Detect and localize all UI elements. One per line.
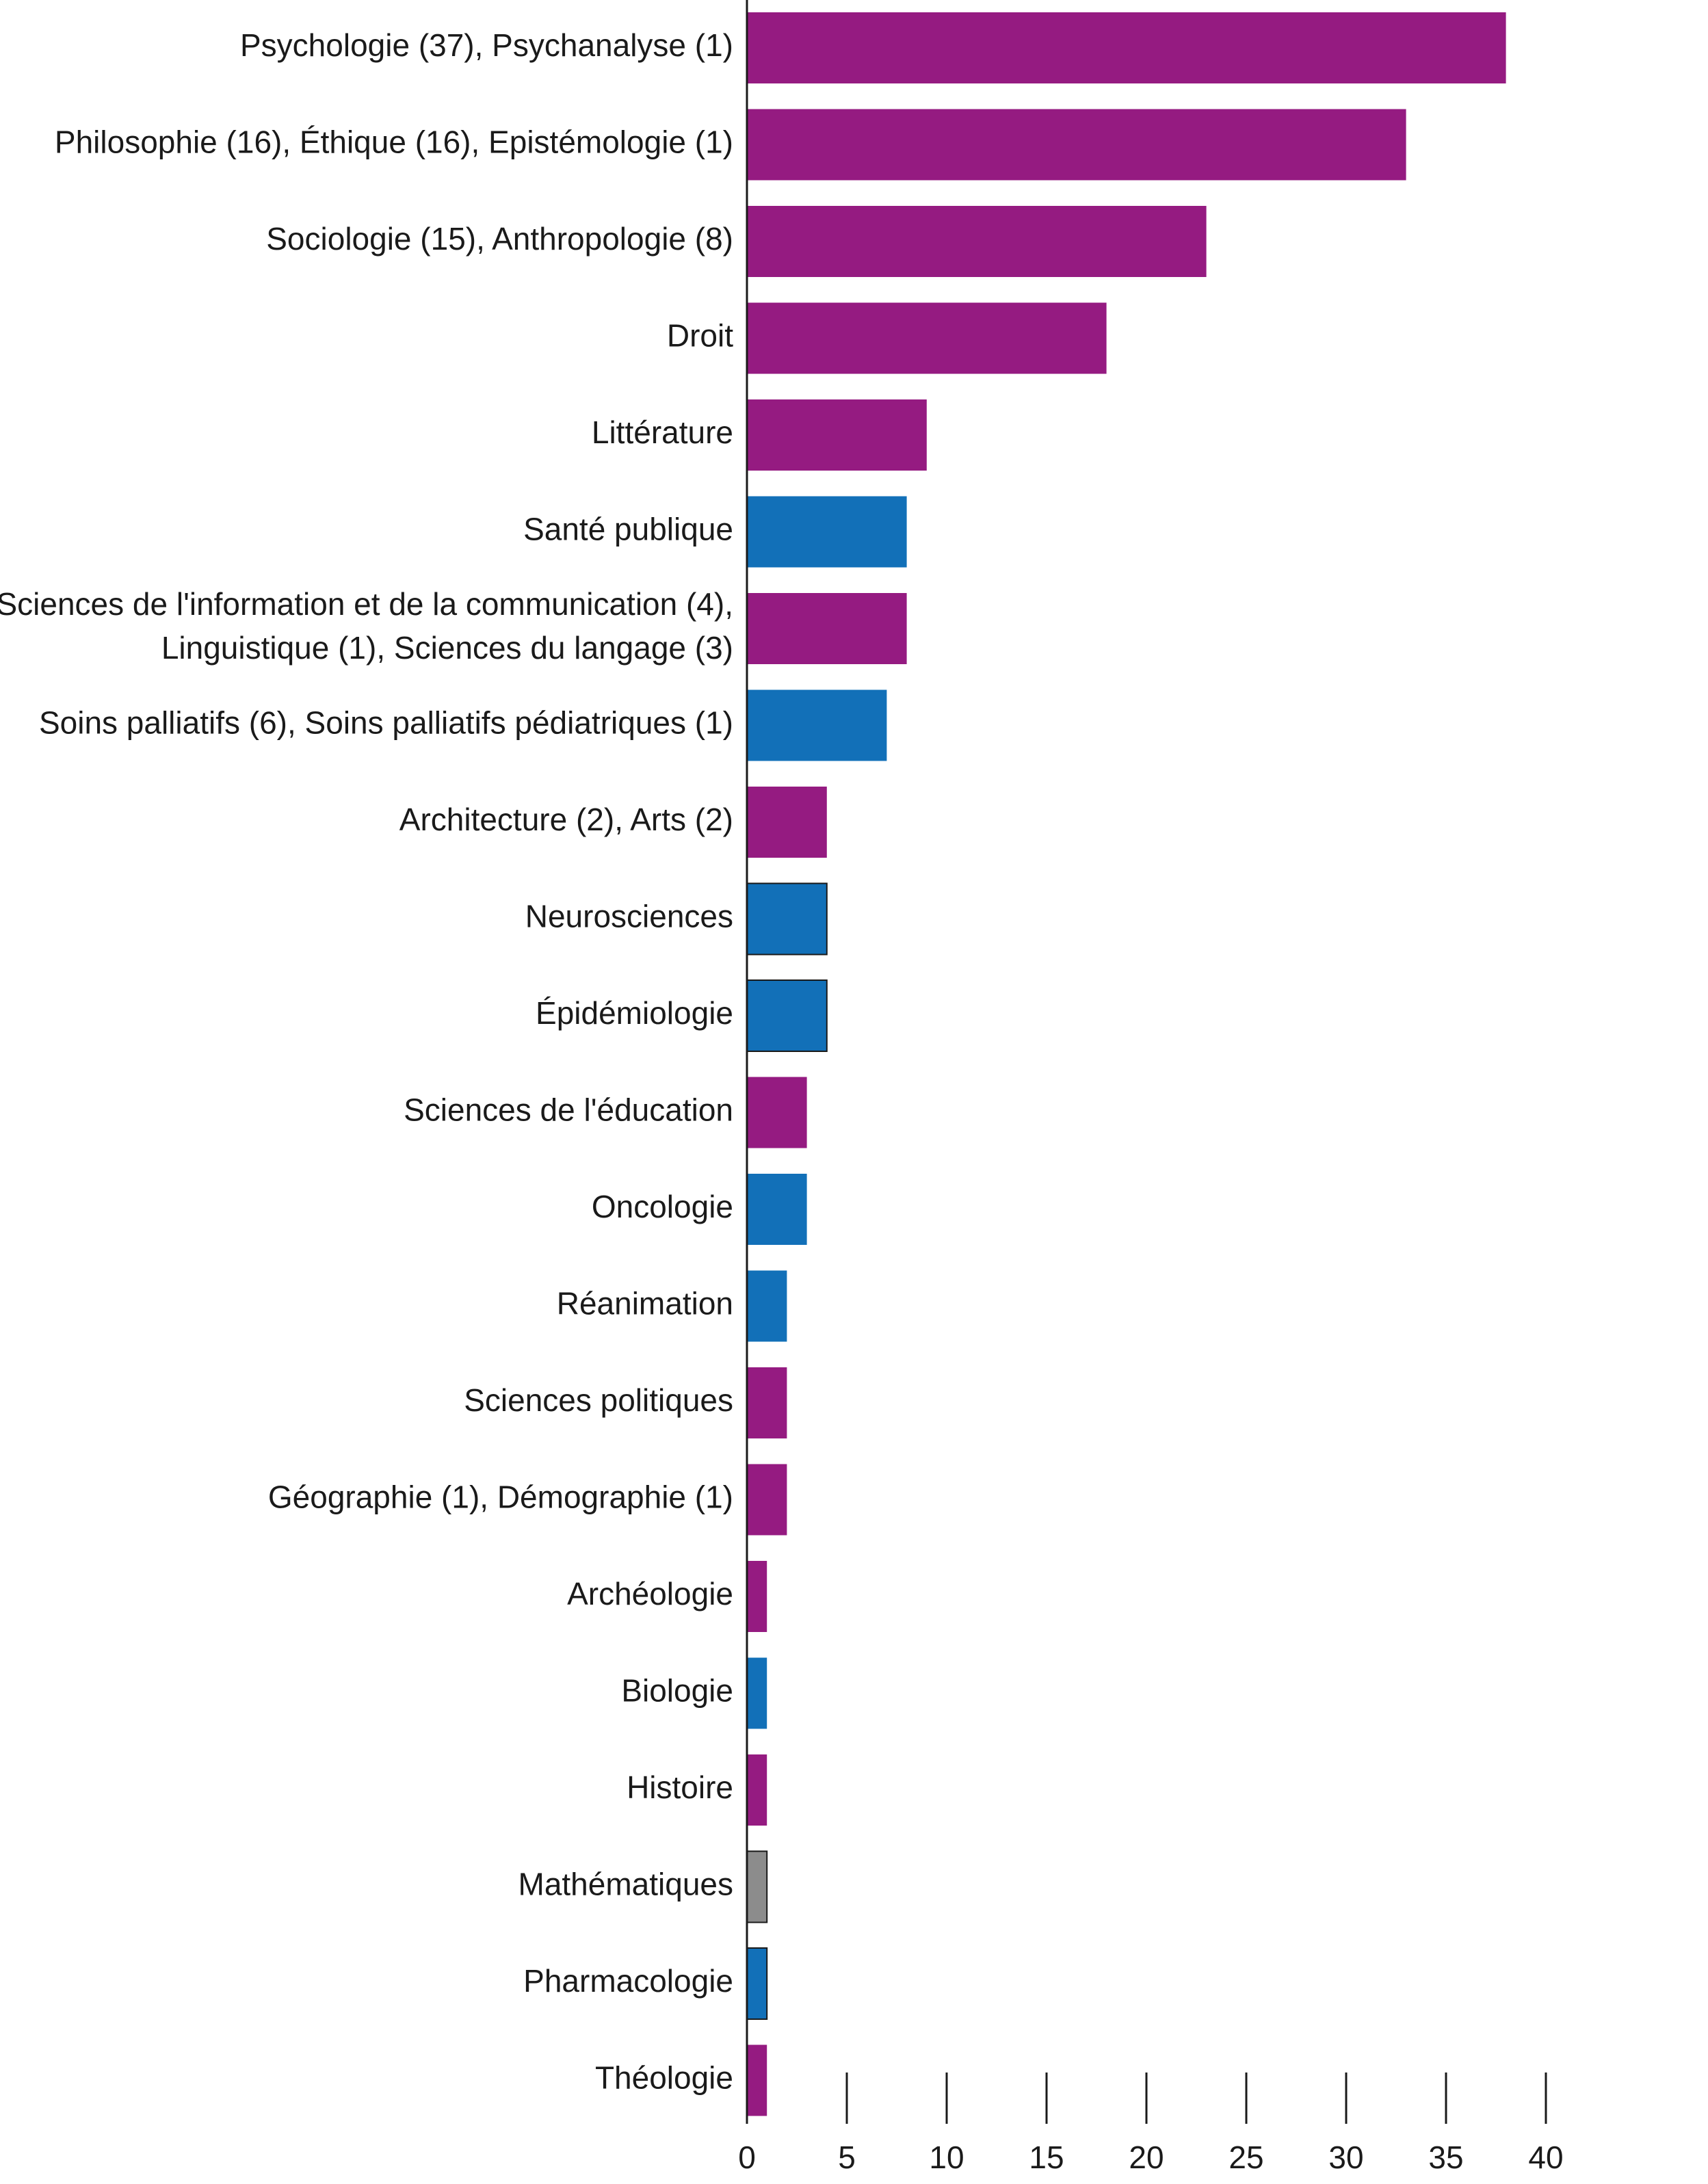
x-tick-label-1: 5 — [838, 2140, 856, 2175]
category-label-17: Biologie — [621, 1673, 733, 1709]
category-label-13: Réanimation — [557, 1286, 733, 1321]
category-label-11: Sciences de l'éducation — [404, 1092, 733, 1128]
bar-2 — [747, 206, 1207, 277]
category-label-line: Histoire — [627, 1769, 733, 1805]
bar-6 — [747, 593, 907, 664]
category-label-line: Linguistique (1), Sciences du langage (3… — [161, 630, 733, 666]
category-label-line: Archéologie — [567, 1576, 733, 1611]
category-label-0: Psychologie (37), Psychanalyse (1) — [240, 27, 733, 63]
category-label-line: Psychologie (37), Psychanalyse (1) — [240, 27, 733, 63]
bar-1 — [747, 109, 1406, 181]
category-label-4: Littérature — [592, 415, 733, 450]
category-label-2: Sociologie (15), Anthropologie (8) — [266, 221, 733, 256]
bar-11 — [747, 1077, 807, 1148]
category-label-12: Oncologie — [592, 1189, 733, 1224]
bar-13 — [747, 1270, 787, 1342]
category-label-16: Archéologie — [567, 1576, 733, 1611]
category-label-20: Pharmacologie — [523, 1963, 733, 1999]
category-label-6: Sciences de l'information et de la commu… — [0, 586, 733, 666]
bar-17 — [747, 1657, 767, 1729]
bar-21 — [747, 2044, 767, 2116]
bar-12 — [747, 1174, 807, 1245]
category-label-line: Épidémiologie — [536, 995, 733, 1031]
x-tick-label-2: 10 — [929, 2140, 964, 2175]
category-label-line: Neurosciences — [525, 899, 733, 934]
category-label-1: Philosophie (16), Éthique (16), Epistémo… — [55, 124, 733, 160]
category-label-21: Théologie — [595, 2060, 733, 2096]
bar-16 — [747, 1561, 767, 1632]
x-tick-label-5: 25 — [1229, 2140, 1263, 2175]
category-label-15: Géographie (1), Démographie (1) — [268, 1479, 733, 1515]
bar-7 — [747, 689, 887, 761]
category-label-14: Sciences politiques — [464, 1382, 733, 1418]
category-label-line: Mathématiques — [518, 1867, 734, 1902]
bar-19 — [746, 1850, 768, 1923]
x-tick-label-3: 15 — [1029, 2140, 1064, 2175]
bar-15 — [747, 1464, 787, 1536]
x-tick-label-4: 20 — [1129, 2140, 1164, 2175]
category-label-line: Sciences de l'éducation — [404, 1092, 733, 1128]
category-label-line: Soins palliatifs (6), Soins palliatifs p… — [39, 705, 733, 741]
category-labels-group: Psychologie (37), Psychanalyse (1) Philos… — [0, 27, 733, 2096]
category-label-line: Oncologie — [592, 1189, 733, 1224]
category-label-5: Santé publique — [523, 512, 733, 547]
bar-4 — [747, 399, 927, 471]
category-label-line: Biologie — [621, 1673, 733, 1709]
category-label-line: Sciences de l'information et de la commu… — [0, 586, 733, 622]
bar-8 — [747, 787, 827, 858]
bar-10 — [746, 979, 828, 1052]
x-tick-label-0: 0 — [738, 2140, 756, 2175]
category-label-line: Littérature — [592, 415, 733, 450]
bar-14 — [747, 1367, 787, 1438]
category-label-line: Sciences politiques — [464, 1382, 733, 1418]
category-label-line: Santé publique — [523, 512, 733, 547]
category-label-line: Théologie — [595, 2060, 733, 2096]
x-tick-label-8: 40 — [1528, 2140, 1563, 2175]
category-label-19: Mathématiques — [518, 1867, 734, 1902]
bar-5 — [747, 496, 907, 568]
bar-9 — [746, 882, 828, 956]
category-label-10: Épidémiologie — [536, 995, 733, 1031]
category-label-line: Pharmacologie — [523, 1963, 733, 1999]
category-label-line: Droit — [667, 318, 733, 354]
category-label-3: Droit — [667, 318, 733, 354]
category-label-line: Sociologie (15), Anthropologie (8) — [266, 221, 733, 256]
bar-0 — [747, 12, 1506, 83]
category-label-9: Neurosciences — [525, 899, 733, 934]
category-label-8: Architecture (2), Arts (2) — [399, 802, 733, 837]
bar-18 — [747, 1754, 767, 1826]
axes-group: 0 5 10 15 20 25 30 35 40 — [738, 0, 1564, 2175]
category-label-line: Réanimation — [557, 1286, 733, 1321]
bar-20 — [746, 1947, 768, 2020]
category-label-line: Géographie (1), Démographie (1) — [268, 1479, 733, 1515]
x-tick-label-7: 35 — [1428, 2140, 1463, 2175]
bars-group — [746, 12, 1506, 2116]
category-label-line: Architecture (2), Arts (2) — [399, 802, 733, 837]
category-label-18: Histoire — [627, 1769, 733, 1805]
bar-3 — [747, 302, 1107, 374]
x-tick-label-6: 30 — [1328, 2140, 1363, 2175]
category-label-7: Soins palliatifs (6), Soins palliatifs p… — [39, 705, 733, 741]
category-label-line: Philosophie (16), Éthique (16), Epistémo… — [55, 124, 733, 160]
